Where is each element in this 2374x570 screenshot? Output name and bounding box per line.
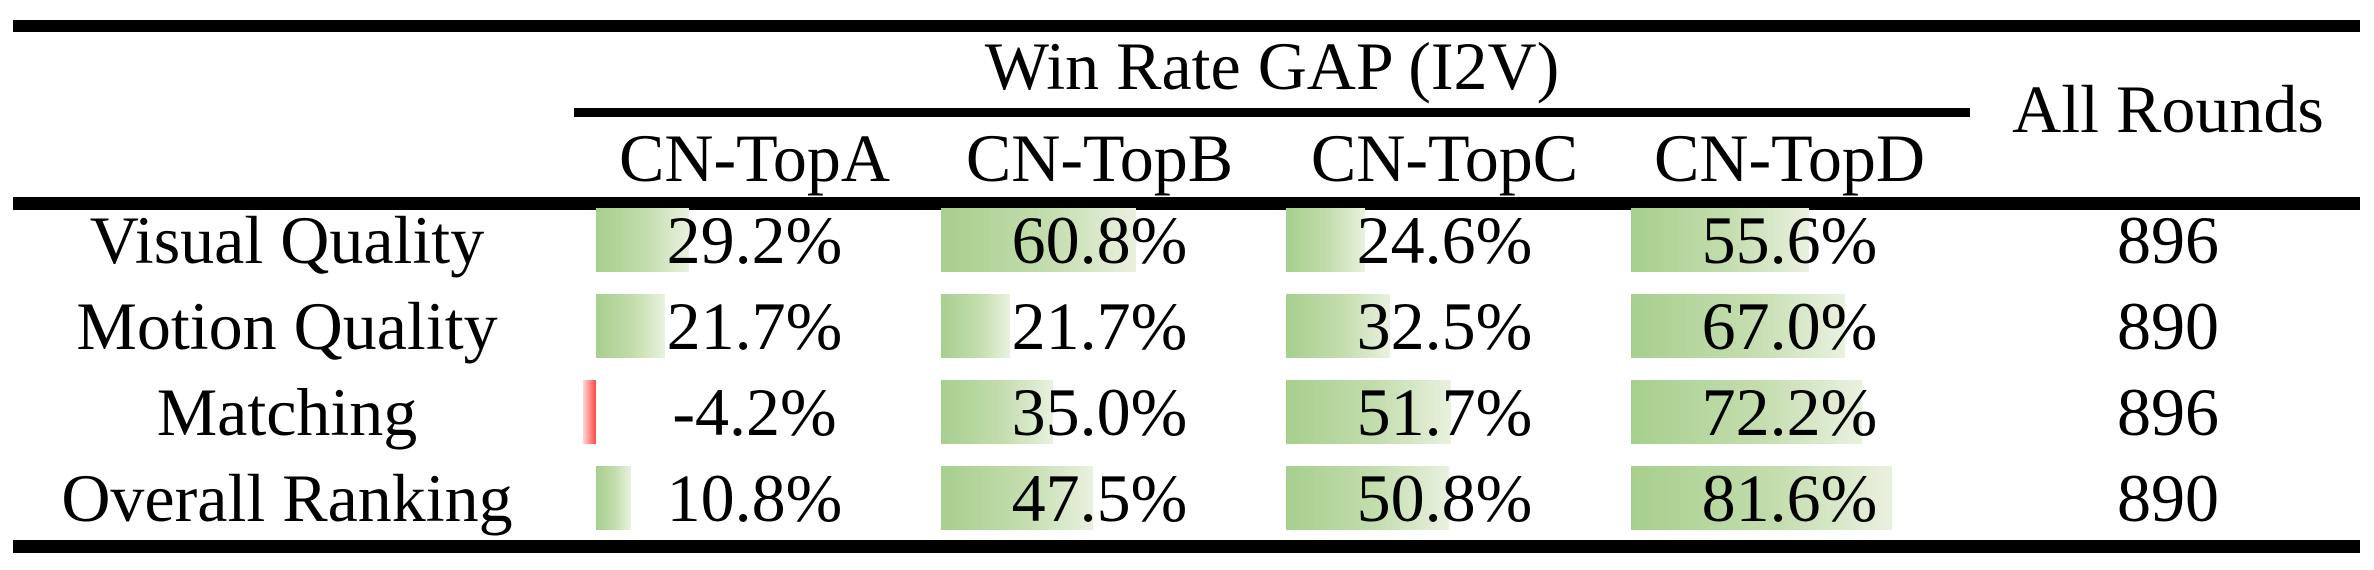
all-rounds-value: 896 bbox=[2117, 374, 2219, 450]
column-header-cn-topb: CN-TopB bbox=[965, 119, 1234, 196]
all-rounds-value: 896 bbox=[2117, 202, 2219, 278]
positive-data-bar bbox=[1631, 466, 1893, 530]
all-rounds-value: 890 bbox=[2117, 460, 2219, 536]
all-rounds-header: All Rounds bbox=[2012, 70, 2324, 147]
positive-data-bar bbox=[1631, 294, 1846, 358]
cell-value: 51.7% bbox=[1356, 374, 1533, 450]
data-cell: 81.6% bbox=[1617, 460, 1962, 536]
positive-data-bar bbox=[596, 294, 666, 358]
positive-data-bar bbox=[941, 208, 1136, 272]
data-cell: 67.0% bbox=[1617, 288, 1962, 364]
positive-data-bar bbox=[1631, 380, 1863, 444]
row-label: Overall Ranking bbox=[61, 460, 513, 536]
negative-data-bar bbox=[582, 380, 596, 444]
data-cell: 29.2% bbox=[582, 202, 927, 278]
data-cell: -4.2% bbox=[582, 374, 927, 450]
cell-value: 10.8% bbox=[666, 460, 843, 536]
column-header-cn-topc: CN-TopC bbox=[1310, 119, 1579, 196]
cell-value: 60.8% bbox=[1011, 202, 1188, 278]
cell-value: 29.2% bbox=[666, 202, 843, 278]
positive-data-bar bbox=[1286, 380, 1452, 444]
cell-value: 55.6% bbox=[1701, 202, 1878, 278]
data-cell: 47.5% bbox=[927, 460, 1272, 536]
title-underline-rule bbox=[574, 108, 1970, 117]
cell-value: -4.2% bbox=[672, 374, 837, 450]
data-cell: 32.5% bbox=[1272, 288, 1617, 364]
data-cell: 10.8% bbox=[582, 460, 927, 536]
header-bottom-rule bbox=[13, 197, 2360, 210]
cell-value: 47.5% bbox=[1011, 460, 1188, 536]
positive-data-bar bbox=[941, 380, 1053, 444]
data-cell: 24.6% bbox=[1272, 202, 1617, 278]
cell-value: 24.6% bbox=[1356, 202, 1533, 278]
data-cell: 55.6% bbox=[1617, 202, 1962, 278]
row-label: Motion Quality bbox=[76, 288, 498, 364]
data-cell: 72.2% bbox=[1617, 374, 1962, 450]
cell-value: 35.0% bbox=[1011, 374, 1188, 450]
positive-data-bar bbox=[941, 294, 1011, 358]
table-bottom-rule bbox=[13, 540, 2360, 553]
data-cell: 21.7% bbox=[582, 288, 927, 364]
positive-data-bar bbox=[1286, 294, 1390, 358]
data-cell: 60.8% bbox=[927, 202, 1272, 278]
table-group-title: Win Rate GAP (I2V) bbox=[984, 28, 1560, 104]
cell-value: 81.6% bbox=[1701, 460, 1878, 536]
cell-value: 32.5% bbox=[1356, 288, 1533, 364]
positive-data-bar bbox=[1286, 208, 1365, 272]
positive-data-bar bbox=[1286, 466, 1449, 530]
data-cell: 21.7% bbox=[927, 288, 1272, 364]
column-header-cn-topd: CN-TopD bbox=[1653, 119, 1925, 196]
cell-value: 67.0% bbox=[1701, 288, 1878, 364]
cell-value: 50.8% bbox=[1356, 460, 1533, 536]
positive-data-bar bbox=[596, 466, 631, 530]
cell-value: 72.2% bbox=[1701, 374, 1878, 450]
positive-data-bar bbox=[596, 208, 690, 272]
cell-value: 21.7% bbox=[666, 288, 843, 364]
all-rounds-value: 890 bbox=[2117, 288, 2219, 364]
row-label: Visual Quality bbox=[89, 202, 485, 278]
data-cell: 35.0% bbox=[927, 374, 1272, 450]
data-cell: 50.8% bbox=[1272, 460, 1617, 536]
positive-data-bar bbox=[1631, 208, 1809, 272]
cell-value: 21.7% bbox=[1011, 288, 1188, 364]
data-cell: 51.7% bbox=[1272, 374, 1617, 450]
table-top-rule bbox=[13, 20, 2360, 32]
column-header-cn-topa: CN-TopA bbox=[618, 119, 890, 196]
row-label: Matching bbox=[156, 374, 418, 450]
positive-data-bar bbox=[941, 466, 1093, 530]
